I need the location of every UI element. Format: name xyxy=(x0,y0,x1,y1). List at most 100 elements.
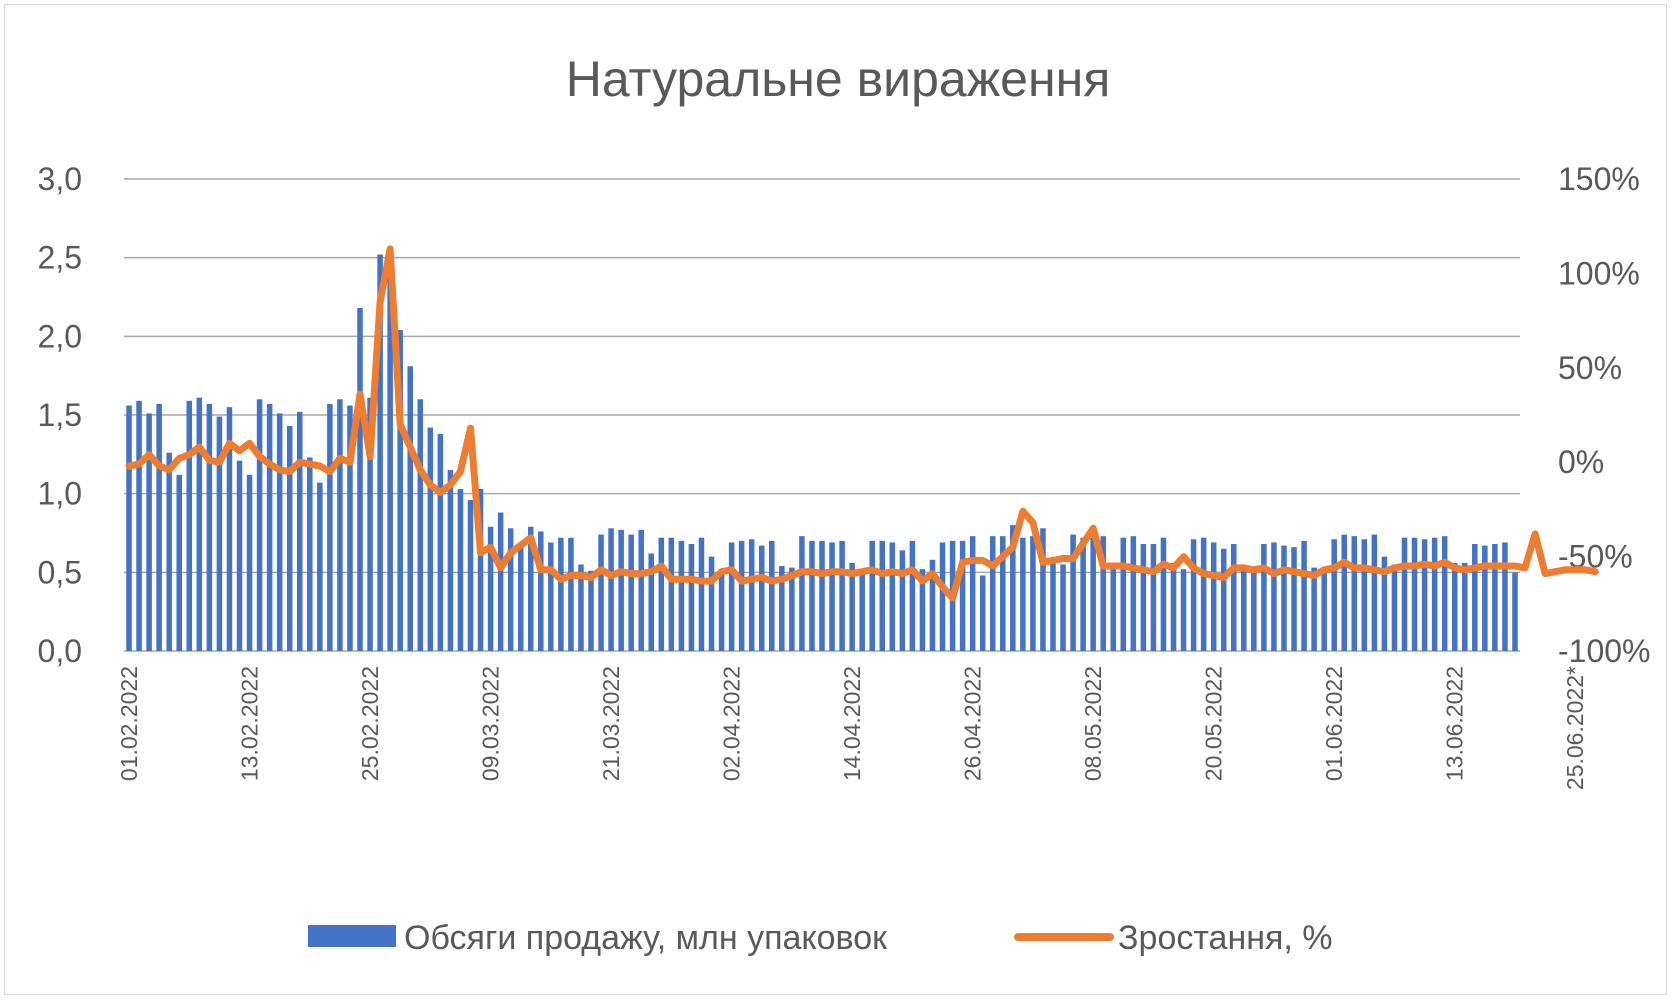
bar xyxy=(1311,567,1317,651)
bar xyxy=(829,542,835,651)
bar xyxy=(1090,537,1096,651)
bar xyxy=(1170,562,1177,651)
bar xyxy=(317,482,323,651)
x-tick-label: 08.05.2022 xyxy=(1080,666,1106,781)
bar xyxy=(758,545,765,651)
bar xyxy=(266,403,273,651)
bar xyxy=(1472,544,1478,651)
bar xyxy=(879,540,886,651)
y-left-tick-label: 0,0 xyxy=(38,633,82,669)
y-right-tick-label: 100% xyxy=(1558,255,1640,291)
bar xyxy=(256,399,263,651)
bar xyxy=(186,400,193,651)
bar xyxy=(226,407,233,651)
bar xyxy=(1070,534,1076,651)
bar xyxy=(939,542,946,651)
x-tick-label: 13.06.2022 xyxy=(1442,666,1468,781)
bar xyxy=(407,366,413,651)
x-tick-label: 26.04.2022 xyxy=(960,666,986,781)
bar xyxy=(989,536,996,651)
bar xyxy=(638,529,644,651)
bar xyxy=(618,529,624,651)
bar xyxy=(216,416,223,651)
bar xyxy=(166,452,172,651)
bar xyxy=(1371,534,1378,651)
line-series xyxy=(125,245,1599,602)
bar xyxy=(859,570,865,651)
bar xyxy=(969,536,976,651)
bar xyxy=(1492,544,1498,651)
legend: Обсяги продажу, млн упаковок Зростання, … xyxy=(308,919,1333,957)
bar xyxy=(1381,556,1388,651)
bar xyxy=(347,405,353,651)
bar xyxy=(387,257,393,651)
bar xyxy=(1261,544,1267,651)
x-tick-label: 09.03.2022 xyxy=(478,666,504,781)
y-left-tick-label: 2,5 xyxy=(38,240,82,276)
chart-title: Натуральне вираження xyxy=(566,51,1111,107)
bar xyxy=(1190,539,1197,651)
x-axis: 01.02.2022 13.02.2022 25.02.2022 09.03.2022… xyxy=(116,666,1588,790)
bar xyxy=(839,540,845,651)
bar xyxy=(276,413,283,651)
bar-series xyxy=(126,254,1518,651)
bar xyxy=(628,534,634,651)
bar xyxy=(688,544,695,651)
chart-frame xyxy=(4,4,1667,995)
bar xyxy=(1000,536,1006,651)
bar xyxy=(1060,564,1066,651)
bar xyxy=(507,528,514,651)
bar xyxy=(1100,536,1106,651)
bar xyxy=(1010,525,1016,651)
x-tick-label: 21.03.2022 xyxy=(598,666,624,781)
bar xyxy=(136,400,142,651)
y-axis-right: -100%-50%0%50%100%150% xyxy=(1558,161,1651,669)
bar xyxy=(196,397,203,651)
bar xyxy=(1301,540,1307,651)
bar xyxy=(1080,537,1086,651)
bar xyxy=(849,562,855,651)
bar xyxy=(246,474,253,651)
bar xyxy=(1331,539,1337,651)
bar xyxy=(527,526,534,651)
bar xyxy=(467,499,474,651)
bar xyxy=(1140,544,1147,651)
legend-bars-label: Обсяги продажу, млн упаковок xyxy=(404,919,888,957)
bar xyxy=(1241,569,1247,651)
y-left-tick-label: 0,5 xyxy=(38,554,82,590)
bar xyxy=(1200,537,1207,651)
bar xyxy=(1351,536,1358,651)
bar xyxy=(678,540,685,651)
x-tick-label: 25.02.2022 xyxy=(357,666,383,781)
y-right-tick-label: 0% xyxy=(1558,444,1604,480)
bar xyxy=(1120,537,1127,651)
bar xyxy=(809,540,815,651)
bar xyxy=(1180,569,1187,651)
bar xyxy=(1291,547,1297,651)
bar xyxy=(738,540,745,651)
bar xyxy=(497,512,504,651)
bar xyxy=(236,460,243,651)
bar xyxy=(578,564,584,651)
bar xyxy=(1482,545,1488,651)
bar xyxy=(457,488,464,651)
bar xyxy=(869,540,875,651)
x-tick-label: 25.06.2022* xyxy=(1562,666,1588,790)
bar xyxy=(447,470,454,651)
y-right-tick-label: 50% xyxy=(1558,350,1622,386)
bar xyxy=(1030,536,1036,651)
bar xyxy=(176,474,182,651)
bar xyxy=(1150,544,1157,651)
bar xyxy=(728,542,735,651)
bar xyxy=(889,542,896,651)
bar xyxy=(1451,562,1458,651)
bar xyxy=(698,537,705,651)
bar xyxy=(146,413,152,651)
bar xyxy=(1431,537,1438,651)
bar xyxy=(538,531,544,651)
bar xyxy=(789,567,795,651)
bar xyxy=(1321,569,1327,651)
bar xyxy=(1050,561,1056,651)
bar xyxy=(437,433,444,651)
